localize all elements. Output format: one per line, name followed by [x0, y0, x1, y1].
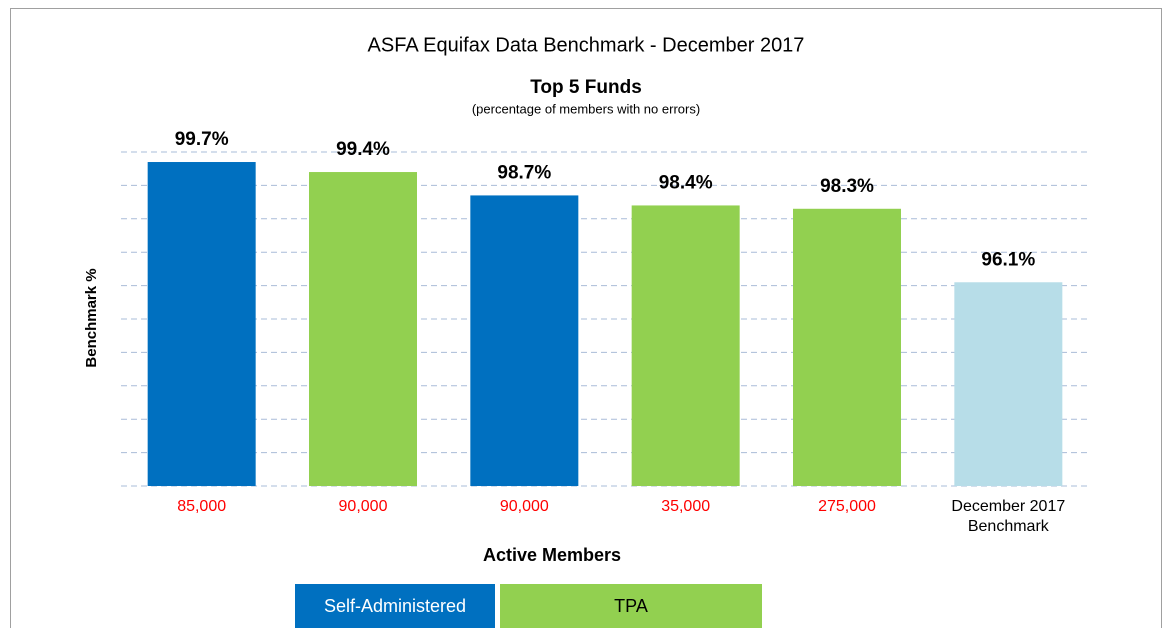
value-label: 99.4%	[336, 139, 390, 160]
bar	[631, 205, 740, 486]
value-label: 96.1%	[981, 249, 1035, 270]
x-tick-label: 90,000	[499, 498, 549, 515]
chart-title: ASFA Equifax Data Benchmark - December 2…	[368, 34, 805, 56]
y-axis-label: Benchmark %	[83, 268, 100, 367]
chart-subtitle: Top 5 Funds	[530, 77, 642, 98]
value-label: 98.3%	[820, 176, 874, 197]
legend-item: TPA	[500, 584, 762, 628]
bar	[793, 208, 901, 486]
bar	[147, 162, 256, 486]
x-tick-label: 90,000	[338, 498, 388, 515]
x-tick-label: 85,000	[177, 498, 227, 515]
legend-item: Self-Administered	[295, 584, 495, 628]
x-tick-label: December 2017 Benchmark	[951, 498, 1066, 535]
frame	[10, 8, 1162, 628]
x-axis-label: Active Members	[483, 545, 621, 565]
value-label: 98.7%	[497, 162, 551, 183]
x-tick-label: 35,000	[661, 498, 711, 515]
bar	[309, 172, 417, 487]
value-label: 99.7%	[175, 129, 229, 150]
value-label: 98.4%	[659, 172, 713, 193]
chart-note: (percentage of members with no errors)	[472, 101, 700, 116]
x-tick-label: 275,000	[818, 498, 876, 515]
bar	[470, 195, 579, 487]
bar	[954, 282, 1063, 486]
